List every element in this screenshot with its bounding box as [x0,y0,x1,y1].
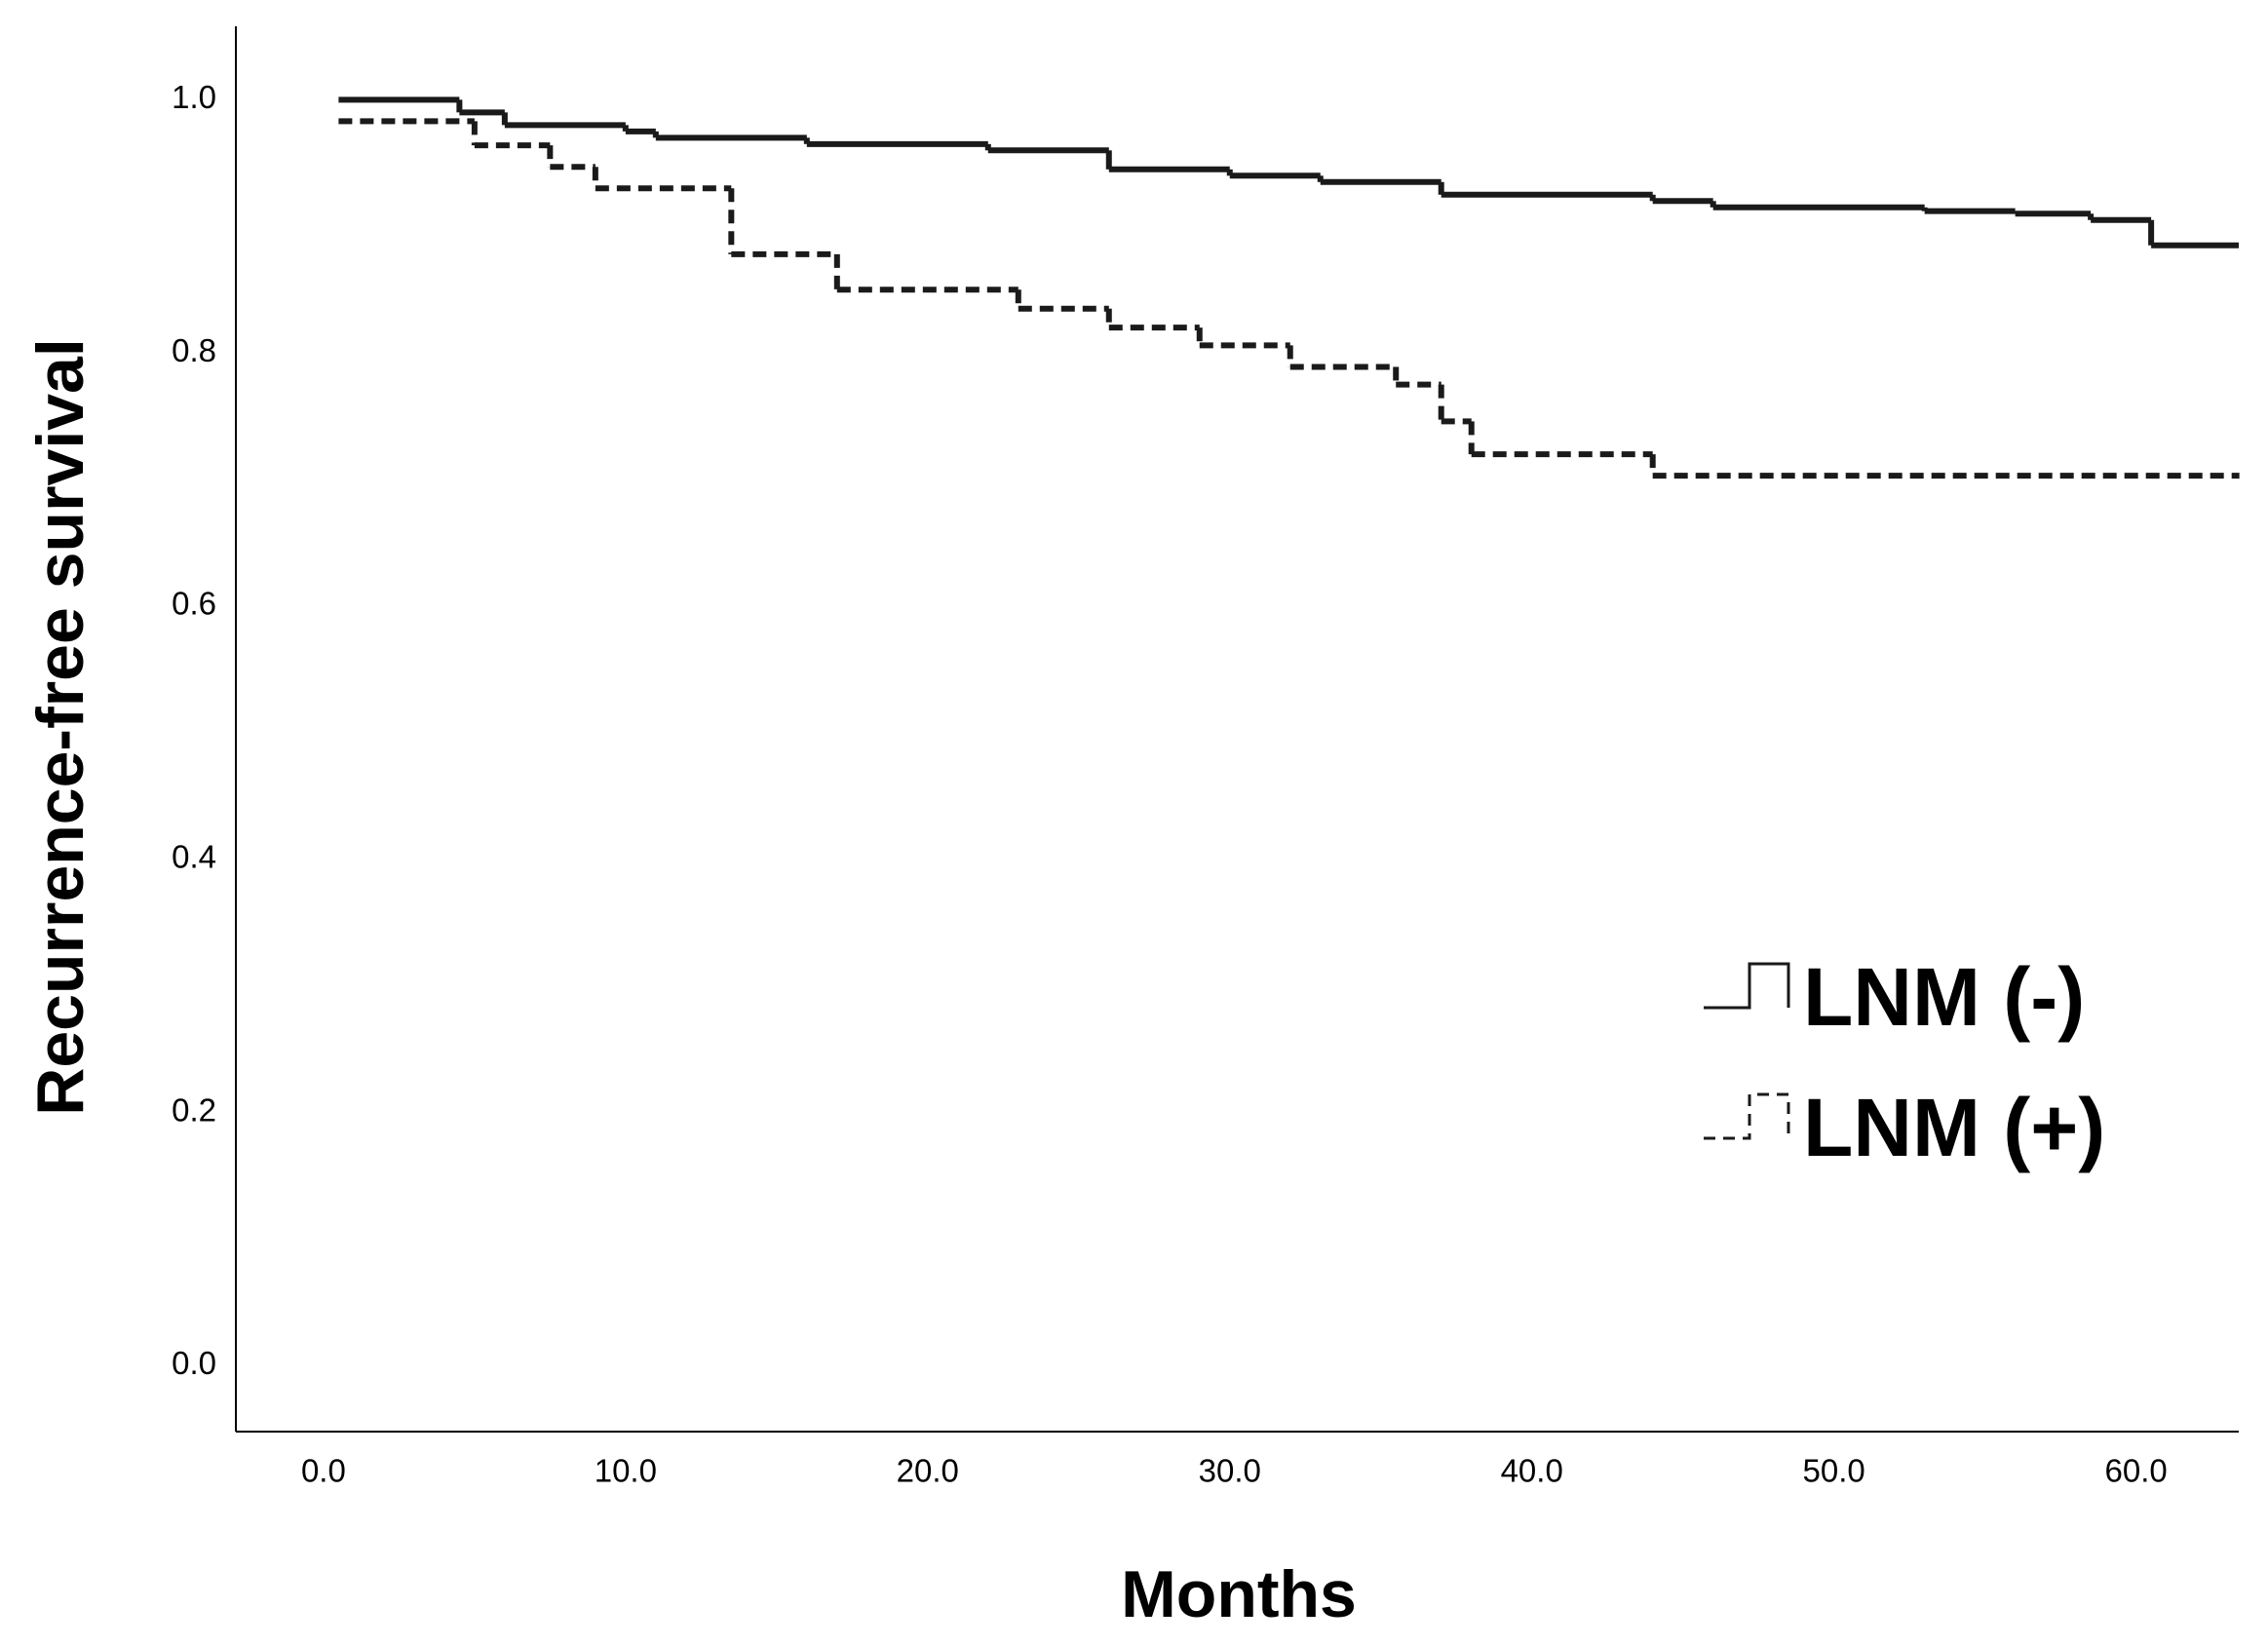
x-tick-label: 0.0 [301,1453,346,1489]
x-tick-label: 10.0 [595,1453,657,1489]
y-tick-label: 0.0 [172,1345,216,1381]
y-tick-label: 0.4 [172,839,216,875]
legend-label: LNM (-) [1803,951,2085,1043]
x-tick-label: 50.0 [1803,1453,1865,1489]
legend-symbol [1704,962,1790,1010]
x-tick-label: 20.0 [897,1453,959,1489]
legend-symbol [1704,1092,1790,1140]
y-tick-label: 0.6 [172,586,216,622]
x-tick-label: 40.0 [1501,1453,1563,1489]
y-tick-label: 0.2 [172,1091,216,1128]
y-tick-label: 0.8 [172,332,216,368]
y-axis-title: Recurrence-free survival [23,338,97,1116]
y-tick-label: 1.0 [172,79,216,115]
x-axis-title: Months [1121,1557,1357,1631]
legend-label: LNM (+) [1803,1082,2105,1173]
x-tick-label: 30.0 [1199,1453,1261,1489]
x-tick-label: 60.0 [2104,1453,2167,1489]
